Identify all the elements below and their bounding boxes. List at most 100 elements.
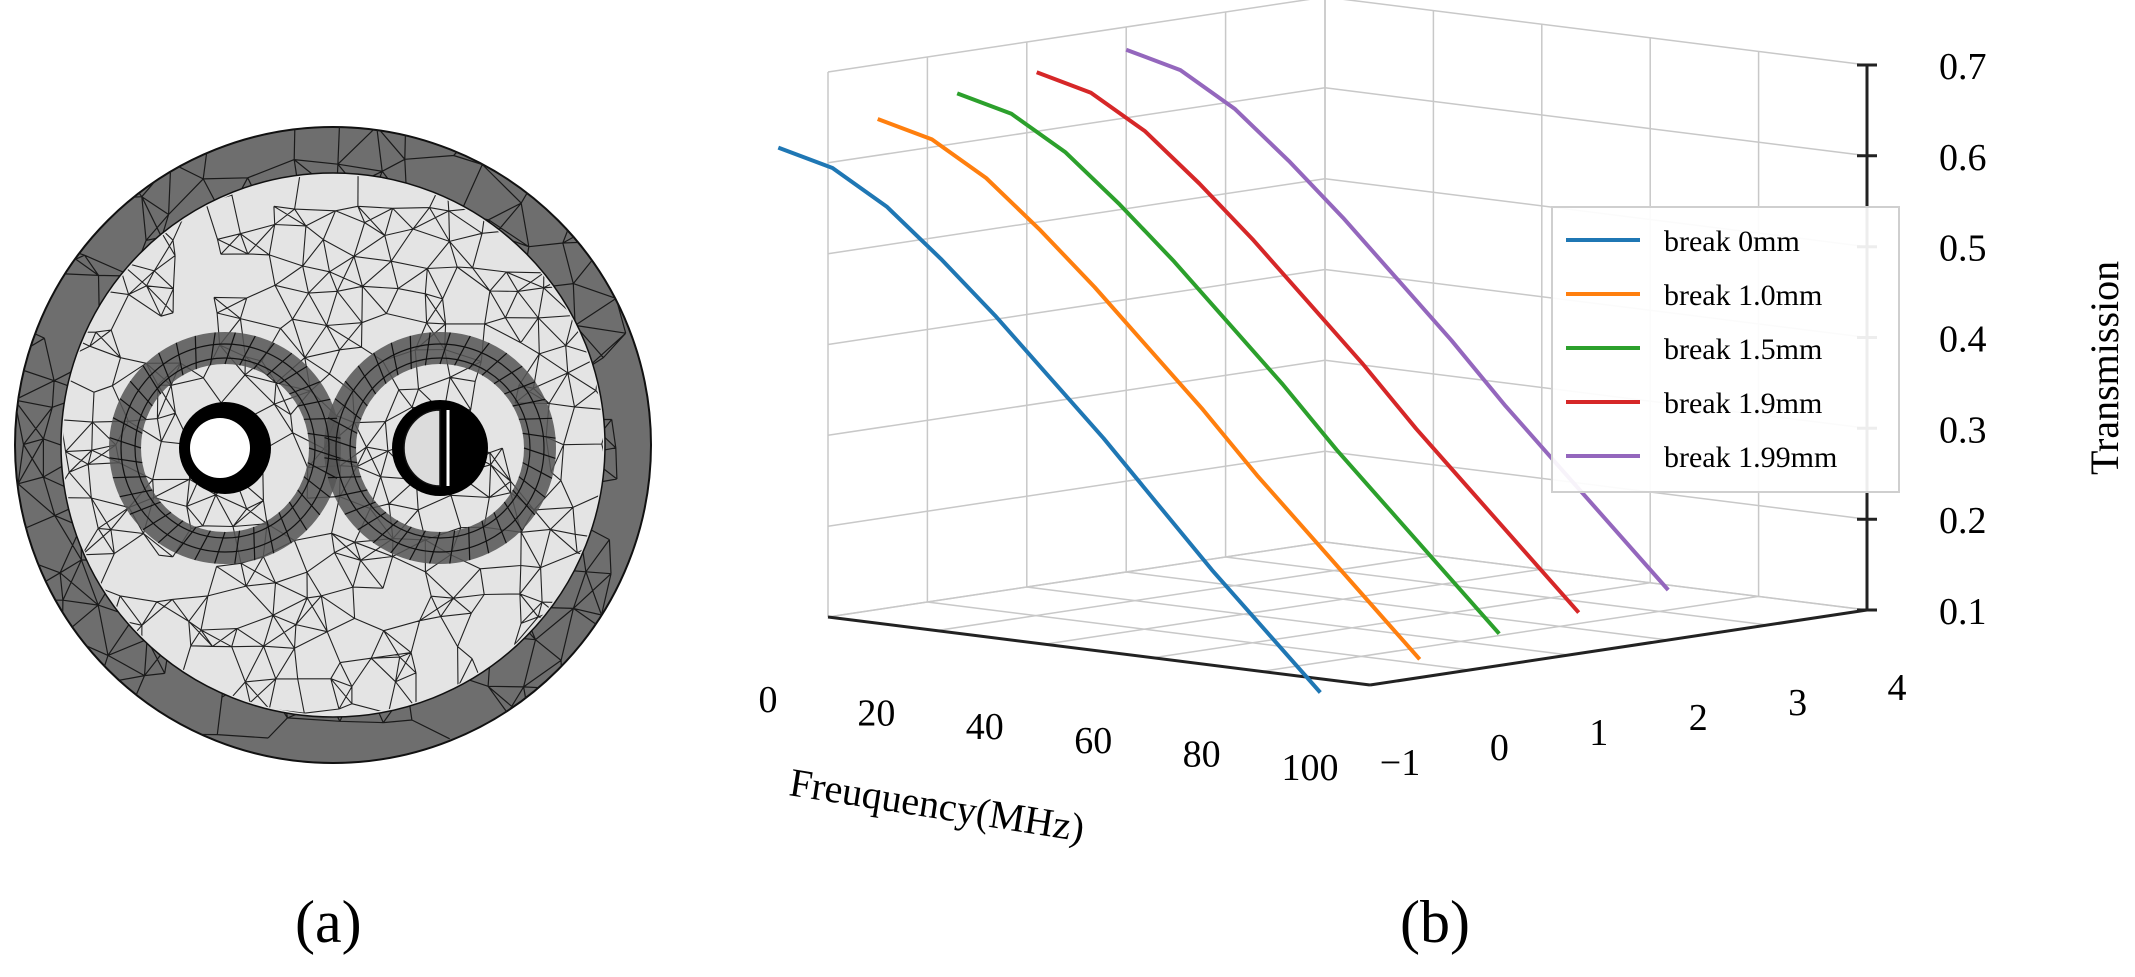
chart-series [777, 47, 1670, 694]
legend-label: break 1.5mm [1664, 333, 1822, 366]
ring-mesh-line [288, 501, 308, 531]
ring-mesh-line [493, 512, 507, 544]
ring-mesh-line [214, 531, 226, 564]
ring-mesh-line [234, 530, 241, 564]
ring-mesh-line [308, 447, 341, 459]
y-tick-label: 0 [1490, 727, 1509, 769]
ring-mesh-line [454, 335, 471, 366]
ring-mesh-line [344, 380, 368, 407]
ring-mesh-line [357, 365, 377, 395]
z-tick-label: 0.4 [1939, 319, 1987, 361]
ring-mesh-line [278, 512, 292, 544]
ring-mesh-line [109, 437, 142, 449]
ring-mesh-line [266, 520, 275, 554]
ring-mesh-line [449, 530, 456, 564]
ring-mesh-line [493, 365, 523, 385]
ring-mesh-line [424, 332, 431, 366]
ring-mesh-line [303, 417, 338, 420]
legend-label: break 1.0mm [1664, 279, 1822, 312]
wall-grid-line [1342, 0, 1868, 66]
y-tick-label: 3 [1788, 682, 1807, 724]
ring-mesh-line [112, 417, 143, 434]
x-axis-line [827, 615, 1371, 687]
z-tick-label: 0.7 [1939, 46, 1987, 88]
wall-grid-line [827, 268, 1326, 346]
right-insulation-ring [324, 332, 556, 564]
ring-mesh [109, 332, 556, 564]
ring-mesh-line [390, 526, 412, 554]
ring-mesh-line [112, 476, 147, 479]
legend-label: break 1.9mm [1664, 387, 1822, 420]
floor-grid-line [1044, 568, 1542, 645]
floor-grid-line [936, 554, 1434, 632]
right-conductor-inner [403, 409, 441, 487]
wall-grid-line [827, 177, 1326, 255]
wall-grid-line [1324, 87, 1868, 157]
ring-mesh-line [372, 520, 399, 544]
panel-label-a: (a) [295, 889, 362, 955]
ring-mesh-line [481, 352, 508, 376]
panel-label-b: (b) [1400, 889, 1470, 955]
ring-mesh-line [278, 365, 308, 385]
x-tick-label: 20 [857, 693, 895, 735]
ring-mesh-circle [134, 357, 316, 539]
ring-mesh-line [518, 476, 546, 498]
ring-mesh-line [522, 432, 556, 439]
chart-ticks: 0 20 40 60 80 100 −1 0 1 2 3 4 0.1 0.2 0.3 0.4 0.5 0.6 0.7 [759, 46, 1987, 789]
ring-mesh-line [142, 365, 162, 395]
ring-mesh-line [468, 342, 490, 370]
left-conductor-hole [190, 418, 250, 478]
ring-mesh-line [512, 398, 546, 407]
series-line-4 [1035, 70, 1581, 614]
floor-grid-line [1026, 586, 1569, 656]
ring-mesh-line [129, 380, 153, 407]
x-tick-label: 0 [759, 679, 778, 721]
ring-mesh-line [289, 381, 321, 395]
x-tick-label: 100 [1282, 747, 1339, 789]
ring-mesh-line [303, 476, 331, 498]
ring-mesh-line [266, 352, 293, 376]
ring-mesh-line [522, 462, 553, 479]
y-axis-line [1369, 608, 1868, 687]
ring-mesh-line [468, 526, 471, 561]
ring-mesh-line [119, 398, 147, 420]
ring-mesh-circle [335, 343, 545, 553]
series-line-2 [876, 117, 1422, 661]
ring-mesh-line [481, 520, 490, 554]
ring-mesh-line [504, 381, 536, 395]
ring-mesh-line [224, 332, 236, 365]
ring-mesh-line [390, 342, 399, 376]
chart-legend: break 0mm break 1.0mm break 1.5mm break 1.9… [1551, 206, 1900, 493]
ring-mesh-line [518, 417, 553, 420]
ring-mesh-line [439, 332, 451, 365]
ring-mesh-line [523, 447, 556, 459]
ring-mesh-line [429, 531, 441, 564]
wall-grid-line [827, 0, 1311, 73]
cable-cross-section [14, 126, 652, 764]
legend-label: break 0mm [1664, 225, 1800, 258]
ring-mesh-line [142, 511, 172, 531]
z-tick-label: 0.6 [1939, 137, 1987, 179]
z-tick-label: 0.2 [1939, 500, 1987, 542]
ring-mesh-line [344, 501, 376, 515]
wall-grid-line [827, 359, 1326, 437]
z-tick-label: 0.5 [1939, 228, 1987, 270]
ring-mesh-line [334, 398, 362, 420]
transmission-3d-chart: 0 20 40 60 80 100 −1 0 1 2 3 4 0.1 0.2 0.3 0.4 0.5 0.6 0.7… [759, 0, 2127, 850]
ring-mesh-line [209, 332, 216, 366]
x-tick-label: 40 [966, 706, 1004, 748]
ring-mesh-line [327, 417, 358, 434]
legend-label: break 1.99mm [1664, 441, 1837, 474]
series-line-1 [777, 145, 1322, 694]
ring-mesh-line [307, 432, 341, 439]
ring-mesh-line [297, 489, 321, 516]
ring-mesh-line [327, 476, 362, 479]
floor-grid-line [1153, 582, 1651, 659]
ring-mesh-line [119, 489, 153, 498]
ring-mesh-line [307, 462, 338, 479]
ring-mesh-line [253, 342, 275, 370]
ring-mesh-line [194, 530, 211, 561]
ring-mesh-line [503, 501, 523, 531]
wall-grid-line [827, 450, 1326, 527]
